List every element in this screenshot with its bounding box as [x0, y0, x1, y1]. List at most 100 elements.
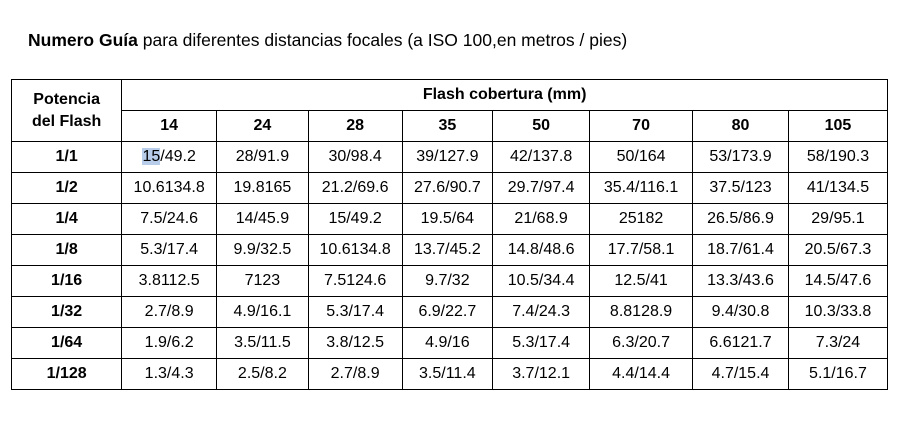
focal-length-header-70: 70 [589, 110, 694, 142]
guide-number-cell[interactable]: 7.3/24 [787, 327, 889, 359]
guide-number-cell[interactable]: 9.7/32 [401, 265, 494, 297]
guide-number-cell[interactable]: 10.5/34.4 [492, 265, 591, 297]
guide-number-cell[interactable]: 30/98.4 [307, 141, 403, 173]
guide-number-cell[interactable]: 18.7/61.4 [692, 234, 789, 266]
power-column-header: Potencia del Flash [10, 79, 123, 142]
coverage-header: Flash cobertura (mm) [121, 79, 888, 111]
focal-length-header-14: 14 [121, 110, 218, 142]
guide-number-cell[interactable]: 6.9/22.7 [401, 296, 494, 328]
focal-length-header-80: 80 [692, 110, 789, 142]
guide-number-cell[interactable]: 37.5/123 [692, 172, 789, 204]
guide-number-cell[interactable]: 25182 [589, 203, 694, 235]
guide-number-cell[interactable]: 5.1/16.7 [787, 358, 889, 390]
guide-number-cell[interactable]: 15/49.2 [307, 203, 403, 235]
guide-number-cell[interactable]: 2.7/8.9 [307, 358, 403, 390]
guide-number-cell[interactable]: 1.3/4.3 [121, 358, 218, 390]
focal-length-header-50: 50 [492, 110, 591, 142]
guide-number-cell[interactable]: 7.5124.6 [307, 265, 403, 297]
guide-number-cell[interactable]: 53/173.9 [692, 141, 789, 173]
guide-number-cell[interactable]: 3.7/12.1 [492, 358, 591, 390]
guide-number-cell[interactable]: 3.5/11.5 [216, 327, 309, 359]
table-row: 1/16 3.8112.5 7123 7.5124.6 9.7/32 10.5/34.4 1… [10, 265, 889, 297]
power-header-line-1: Potencia [33, 90, 100, 108]
guide-number-cell[interactable]: 20.5/67.3 [787, 234, 889, 266]
guide-number-cell[interactable]: 10.3/33.8 [787, 296, 889, 328]
guide-number-cell[interactable]: 7.5/24.6 [121, 203, 218, 235]
flash-power-cell: 1/16 [10, 265, 123, 297]
title-bold-part: Numero Guía [28, 30, 138, 50]
guide-number-cell[interactable]: 4.7/15.4 [692, 358, 789, 390]
guide-number-cell[interactable]: 7123 [216, 265, 309, 297]
guide-number-cell[interactable]: 35.4/116.1 [589, 172, 694, 204]
focal-length-header-35: 35 [401, 110, 494, 142]
flash-power-cell: 1/128 [10, 358, 123, 390]
guide-number-cell[interactable]: 14.8/48.6 [492, 234, 591, 266]
focal-length-header-row: 14 24 28 35 50 70 80 105 [12, 110, 889, 142]
guide-number-cell[interactable]: 17.7/58.1 [589, 234, 694, 266]
title-rest-part: para diferentes distancias focales (a IS… [137, 30, 628, 50]
guide-number-cell[interactable]: 5.3/17.4 [492, 327, 591, 359]
guide-number-cell[interactable]: 42/137.8 [492, 141, 591, 173]
table-row: 1/1 15/49.2 28/91.9 30/98.4 39/127.9 42/137.8… [10, 141, 889, 173]
guide-number-cell[interactable]: 12.5/41 [589, 265, 694, 297]
guide-number-table: Potencia del Flash Flash cobertura (mm) … [10, 79, 889, 390]
power-header-line-2: del Flash [31, 112, 102, 130]
flash-power-cell: 1/4 [10, 203, 123, 235]
guide-number-cell[interactable]: 14/45.9 [216, 203, 309, 235]
guide-number-cell[interactable]: 14.5/47.6 [787, 265, 889, 297]
focal-length-header-28: 28 [307, 110, 403, 142]
guide-number-cell[interactable]: 4.4/14.4 [589, 358, 694, 390]
document-title: Numero Guía para diferentes distancias f… [28, 30, 627, 51]
guide-number-cell[interactable]: 5.3/17.4 [307, 296, 403, 328]
flash-power-cell: 1/1 [10, 141, 123, 173]
guide-number-cell[interactable]: 8.8128.9 [589, 296, 694, 328]
guide-number-cell[interactable]: 4.9/16.1 [216, 296, 309, 328]
table-row: 1/4 7.5/24.6 14/45.9 15/49.2 19.5/64 21/68.9 2… [10, 203, 889, 235]
guide-number-cell[interactable]: 26.5/86.9 [692, 203, 789, 235]
guide-number-cell[interactable]: 41/134.5 [787, 172, 889, 204]
guide-number-cell[interactable]: 21.2/69.6 [307, 172, 403, 204]
guide-number-cell[interactable]: 28/91.9 [216, 141, 309, 173]
guide-number-cell[interactable]: 10.6134.8 [121, 172, 218, 204]
guide-number-cell[interactable]: 29/95.1 [787, 203, 889, 235]
guide-number-cell[interactable]: 27.6/90.7 [401, 172, 494, 204]
table-row: 1/2 10.6134.8 19.8165 21.2/69.6 27.6/90.7 29.… [10, 172, 889, 204]
focal-length-header-105: 105 [787, 110, 889, 142]
focal-length-header-24: 24 [216, 110, 309, 142]
flash-power-cell: 1/32 [10, 296, 123, 328]
table-row: 1/8 5.3/17.4 9.9/32.5 10.6134.8 13.7/45.2 14.… [10, 234, 889, 266]
text-selection-highlight: 15 [142, 148, 161, 165]
table-row: 1/64 1.9/6.2 3.5/11.5 3.8/12.5 4.9/16 5.3/17.… [10, 327, 889, 359]
flash-power-cell: 1/8 [10, 234, 123, 266]
guide-number-cell[interactable]: 6.6121.7 [692, 327, 789, 359]
guide-number-cell[interactable]: 29.7/97.4 [492, 172, 591, 204]
guide-number-cell[interactable]: 3.5/11.4 [401, 358, 494, 390]
guide-number-cell[interactable]: 2.7/8.9 [121, 296, 218, 328]
guide-number-cell[interactable]: 58/190.3 [787, 141, 889, 173]
table-row: 1/32 2.7/8.9 4.9/16.1 5.3/17.4 6.9/22.7 7.4/2… [10, 296, 889, 328]
guide-number-cell[interactable]: 15/49.2 [121, 141, 218, 173]
guide-number-cell[interactable]: 4.9/16 [401, 327, 494, 359]
guide-number-cell[interactable]: 9.4/30.8 [692, 296, 789, 328]
guide-number-cell[interactable]: 5.3/17.4 [121, 234, 218, 266]
guide-number-cell[interactable]: 39/127.9 [401, 141, 494, 173]
cell-text-rest: /49.2 [160, 148, 196, 165]
guide-number-cell[interactable]: 1.9/6.2 [121, 327, 218, 359]
guide-number-cell[interactable]: 50/164 [589, 141, 694, 173]
guide-number-cell[interactable]: 13.3/43.6 [692, 265, 789, 297]
guide-number-cell[interactable]: 2.5/8.2 [216, 358, 309, 390]
table-row: 1/128 1.3/4.3 2.5/8.2 2.7/8.9 3.5/11.4 3.7/12… [10, 358, 889, 390]
guide-number-cell[interactable]: 3.8/12.5 [307, 327, 403, 359]
guide-number-cell[interactable]: 9.9/32.5 [216, 234, 309, 266]
guide-number-cell[interactable]: 13.7/45.2 [401, 234, 494, 266]
guide-number-cell[interactable]: 19.8165 [216, 172, 309, 204]
table-body: 1/1 15/49.2 28/91.9 30/98.4 39/127.9 42/137.8… [10, 141, 889, 390]
guide-number-cell[interactable]: 6.3/20.7 [589, 327, 694, 359]
guide-number-cell[interactable]: 19.5/64 [401, 203, 494, 235]
guide-number-cell[interactable]: 10.6134.8 [307, 234, 403, 266]
guide-number-cell[interactable]: 7.4/24.3 [492, 296, 591, 328]
guide-number-cell[interactable]: 21/68.9 [492, 203, 591, 235]
flash-power-cell: 1/64 [10, 327, 123, 359]
guide-number-cell[interactable]: 3.8112.5 [121, 265, 218, 297]
flash-power-cell: 1/2 [10, 172, 123, 204]
